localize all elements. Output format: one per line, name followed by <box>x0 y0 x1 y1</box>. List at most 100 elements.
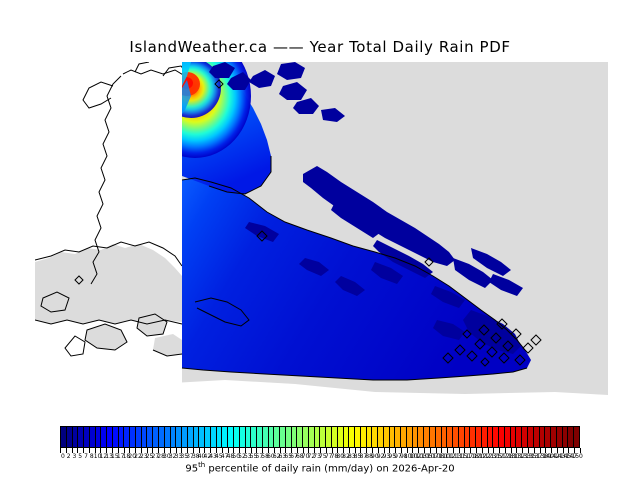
colorbar-tick-label: 73 <box>313 453 321 460</box>
colorbar-tick-label: 67 <box>290 453 298 460</box>
colorbar-tick <box>181 448 183 453</box>
colorbar-band <box>268 427 275 447</box>
colorbar-tick-label: 7 <box>84 453 88 460</box>
colorbar-tick <box>360 448 362 453</box>
colorbar-tick-label: 135 <box>525 453 537 460</box>
colorbar-tick-label: 93 <box>382 453 391 460</box>
colorbar-tick-label: 123 <box>484 453 497 460</box>
colorbar-band <box>430 427 436 447</box>
station-markers[interactable] <box>74 79 542 367</box>
colorbar-band <box>61 427 67 447</box>
colorbar-tick-label: 35 <box>180 453 189 460</box>
colorbar-tick-label: 53 <box>243 453 252 460</box>
page-title: IslandWeather.ca —— Year Total Daily Rai… <box>129 38 511 56</box>
colorbar-tick <box>94 448 96 453</box>
colorbar-tick-label: 83 <box>347 453 356 460</box>
colorbar-tick <box>83 448 85 453</box>
colorbar-ticks <box>60 448 581 453</box>
colorbar-tick-label: 132 <box>513 453 526 460</box>
colorbar-tick-label: 85 <box>353 453 362 460</box>
colorbar-band <box>107 427 113 447</box>
colorbar-tick-label: 128 <box>502 453 514 460</box>
colorbar-band <box>228 427 234 447</box>
colorbar-band <box>84 427 90 447</box>
colorbar-band <box>193 427 200 447</box>
colorbar-tick <box>308 448 310 453</box>
colorbar-band <box>568 427 575 447</box>
colorbar-tick <box>331 448 333 453</box>
colorbar-tick-label: 50 <box>232 453 241 460</box>
colorbar-band <box>118 427 125 447</box>
colorbar-tick <box>372 448 373 453</box>
colorbar-band <box>112 427 119 447</box>
colorbar-band <box>262 427 269 447</box>
colorbar-tick-label: 150 <box>571 453 583 460</box>
colorbar-tick <box>343 448 345 453</box>
colorbar-tick <box>574 448 576 453</box>
colorbar-tick <box>551 448 553 453</box>
colorbar-band <box>504 427 511 447</box>
colorbar-band <box>337 427 344 447</box>
colorbar-band <box>545 427 552 447</box>
colorbar-tick-label: 118 <box>467 453 479 460</box>
colorbar-band <box>170 427 177 447</box>
colorbar-tick <box>239 448 241 453</box>
colorbar-tick-label: 80 <box>336 453 345 460</box>
colorbar-tick-label: 55 <box>249 453 258 460</box>
colorbar-tick <box>291 448 293 453</box>
colorbar-tick <box>406 448 408 453</box>
colorbar-tick <box>424 448 425 453</box>
colorbar-band <box>378 427 384 447</box>
colorbar-tick <box>395 448 397 453</box>
colorbar-band <box>164 427 171 447</box>
colorbar-band <box>360 427 367 447</box>
colorbar-tick-label: 43 <box>209 453 217 460</box>
colorbar-tick-label: 20 <box>128 453 137 460</box>
colorbar-tick-label: 117 <box>461 453 474 460</box>
coastline-outlines <box>35 62 218 357</box>
colorbar-band <box>303 427 309 447</box>
colorbar-tick <box>198 448 200 453</box>
colorbar-tick <box>377 448 379 453</box>
colorbar-tick-label: 78 <box>330 453 339 460</box>
colorbar-tick <box>256 448 258 453</box>
colorbar-band <box>372 427 379 447</box>
colorbar-band <box>182 427 188 447</box>
colorbar-tick-label: 72 <box>307 453 316 460</box>
colorbar-tick-label: 68 <box>295 453 304 460</box>
colorbar[interactable] <box>60 426 580 448</box>
data-region-coastlines <box>181 156 528 381</box>
map-panel[interactable] <box>35 62 608 405</box>
colorbar-band <box>556 427 563 447</box>
colorbar-band <box>239 427 246 447</box>
colorbar-tick <box>556 448 558 453</box>
colorbar-tick <box>400 448 402 453</box>
colorbar-band <box>441 427 448 447</box>
colorbar-tick-label: 8 <box>89 453 94 460</box>
colorbar-tick-label: 12 <box>99 453 108 460</box>
colorbar-tick-label: 30 <box>163 453 171 460</box>
colorbar-tick <box>279 448 281 453</box>
colorbar-band <box>326 427 332 447</box>
colorbar-tick <box>244 448 246 453</box>
colorbar-tick <box>129 448 131 453</box>
colorbar-tick <box>476 448 477 453</box>
colorbar-band <box>412 427 419 447</box>
colorbar-tick <box>221 448 223 453</box>
colorbar-tick-label: 33 <box>174 453 183 460</box>
colorbar-band <box>274 427 281 447</box>
colorbar-tick <box>169 448 171 453</box>
colorbar-band <box>251 427 258 447</box>
colorbar-tick <box>71 448 73 453</box>
colorbar-tick <box>192 448 194 453</box>
colorbar-tick-label: 97 <box>394 453 402 460</box>
colorbar-tick <box>522 448 524 453</box>
colorbar-band <box>280 427 286 447</box>
colorbar-tick <box>117 448 119 453</box>
colorbar-band <box>499 427 505 447</box>
caption-ordinal-suffix: th <box>198 461 206 469</box>
colorbar-band <box>331 427 338 447</box>
colorbar-band <box>159 427 165 447</box>
colorbar-tick <box>164 448 165 453</box>
colorbar-tick <box>100 448 102 453</box>
